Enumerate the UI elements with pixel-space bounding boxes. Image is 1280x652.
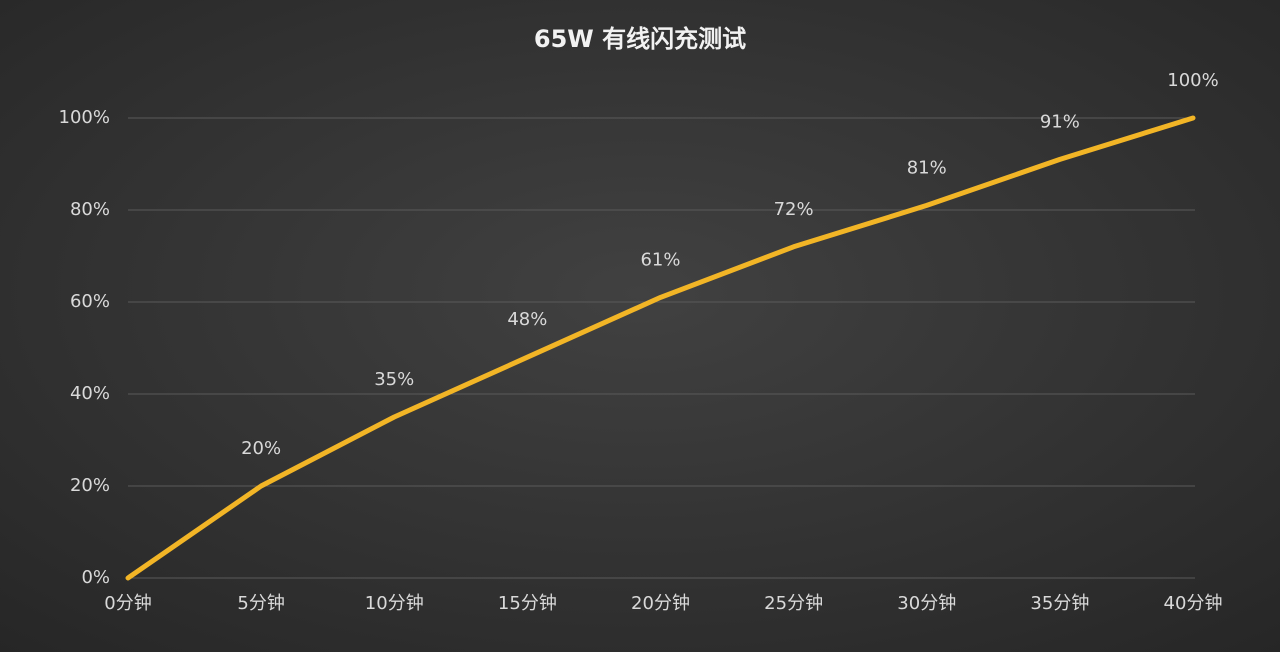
x-tick-label: 25分钟: [764, 593, 823, 614]
x-tick-label: 20分钟: [631, 593, 690, 614]
x-tick-label: 15分钟: [498, 593, 557, 614]
y-tick-label: 0%: [81, 567, 110, 588]
y-tick-label: 100%: [59, 107, 110, 128]
data-label: 91%: [1040, 111, 1080, 132]
y-tick-label: 40%: [70, 383, 110, 404]
data-label: 48%: [507, 309, 547, 330]
data-label: 61%: [640, 249, 680, 270]
x-tick-label: 40分钟: [1164, 593, 1223, 614]
x-tick-label: 10分钟: [365, 593, 424, 614]
data-label: 20%: [241, 438, 281, 459]
y-tick-label: 20%: [70, 475, 110, 496]
y-tick-label: 80%: [70, 199, 110, 220]
x-tick-label: 0分钟: [104, 593, 151, 614]
x-tick-label: 5分钟: [237, 593, 284, 614]
y-tick-label: 60%: [70, 291, 110, 312]
data-label: 72%: [774, 199, 814, 220]
data-label: 81%: [907, 157, 947, 178]
data-line: [125, 115, 1196, 581]
x-tick-label: 30分钟: [897, 593, 956, 614]
data-label: 35%: [374, 369, 414, 390]
x-tick-label: 35分钟: [1030, 593, 1089, 614]
chart-title: 65W 有线闪充测试: [534, 25, 746, 53]
data-label: 100%: [1167, 70, 1218, 91]
